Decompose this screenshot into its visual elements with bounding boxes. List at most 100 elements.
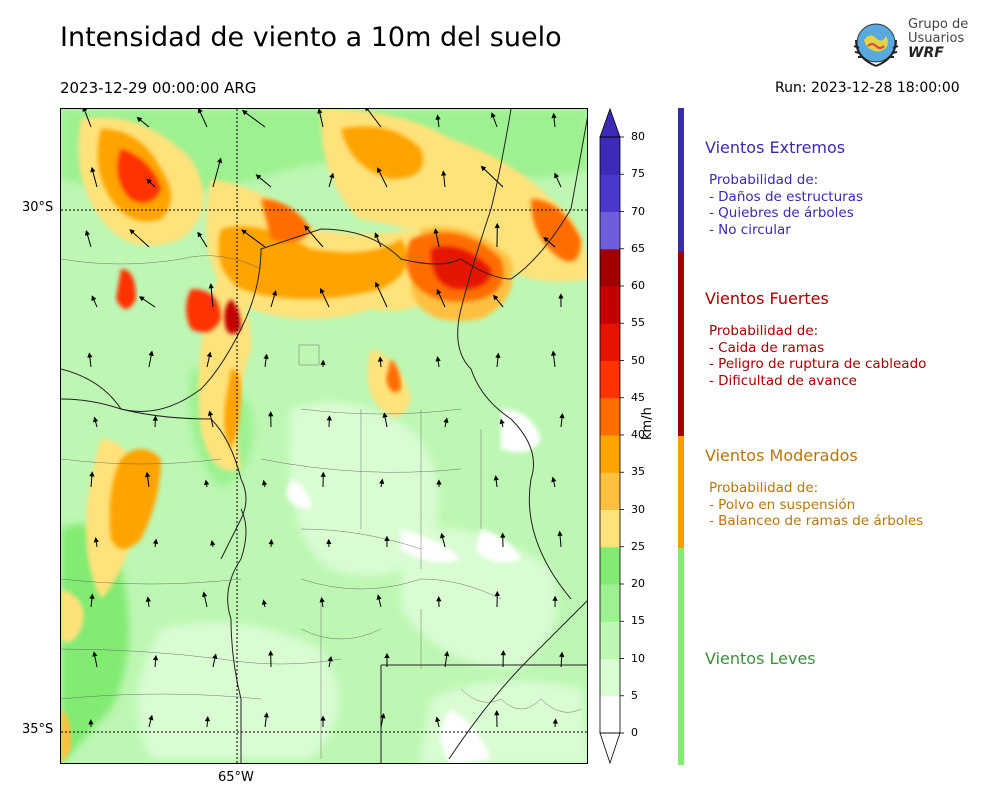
wind-vector-head bbox=[552, 718, 558, 724]
wind-vector-head bbox=[380, 712, 386, 719]
colorbar-tick-label: 50 bbox=[631, 353, 645, 367]
desc-line: Probabilidad de: bbox=[709, 480, 819, 496]
wind-vector-head bbox=[212, 653, 218, 660]
wind-vector-head bbox=[500, 532, 506, 538]
colorbar-tick-label: 70 bbox=[631, 204, 645, 218]
wind-vector-head bbox=[93, 416, 99, 423]
wind-vector-head bbox=[435, 114, 441, 120]
colorbar-tick-label: 30 bbox=[631, 502, 645, 516]
desc-line: - Balanceo de ramas de árboles bbox=[709, 513, 924, 529]
wind-vector-head bbox=[382, 412, 388, 418]
wind-vector-head bbox=[557, 530, 563, 537]
wind-vector-head bbox=[384, 652, 390, 659]
desc-line: - Peligro de ruptura de cableado bbox=[709, 356, 927, 372]
wind-vector-head bbox=[444, 650, 450, 657]
wind-vector-arrow bbox=[212, 158, 222, 188]
wind-vector-head bbox=[375, 281, 380, 288]
wind-vector-head bbox=[377, 356, 384, 362]
wind-vector-head bbox=[136, 116, 143, 123]
wind-vector-head bbox=[144, 471, 151, 478]
colorbar-bin bbox=[600, 397, 620, 436]
wind-vector-head bbox=[552, 595, 558, 601]
logo-text: Grupo de Usuarios WRF bbox=[908, 18, 968, 61]
colorbar-bin bbox=[600, 360, 620, 399]
wind-vector-head bbox=[202, 591, 208, 598]
colorbar-tick-label: 35 bbox=[631, 465, 645, 479]
desc-line: Probabilidad de: bbox=[709, 323, 819, 339]
lon-label-65w: 65°W bbox=[218, 770, 254, 785]
desc-line: - Polvo en suspensión bbox=[709, 496, 856, 513]
wind-vector-head bbox=[551, 112, 557, 119]
wind-vector-head bbox=[320, 471, 326, 477]
wind-vector-head bbox=[261, 599, 268, 606]
wind-vector-head bbox=[84, 229, 91, 236]
wind-vector-arrow bbox=[366, 109, 382, 128]
colorbar-tick-label: 5 bbox=[631, 688, 638, 702]
wind-vector-head bbox=[152, 415, 158, 421]
wind-vector-head bbox=[268, 650, 274, 656]
colorbar-tick-label: 65 bbox=[631, 241, 645, 255]
colorbar-units: km/h bbox=[640, 407, 655, 440]
category-desc-moderados: Probabilidad de: - Polvo en suspensión -… bbox=[709, 480, 923, 530]
wind-vector-head bbox=[436, 479, 442, 485]
map-title: Intensidad de viento a 10m del suelo bbox=[60, 22, 562, 53]
boundaries bbox=[61, 109, 587, 763]
wind-vector-head bbox=[440, 532, 446, 539]
logo-line-1: Grupo de bbox=[908, 17, 969, 32]
colorbar-tick-label: 15 bbox=[631, 614, 645, 628]
lat-label-30s: 30°S bbox=[22, 200, 54, 215]
wind-vector-head bbox=[89, 593, 95, 600]
desc-line: - No circular bbox=[709, 221, 791, 238]
wind-vector-arrow bbox=[242, 110, 266, 128]
category-title-moderados: Vientos Moderados bbox=[705, 446, 858, 465]
wind-vector-head bbox=[559, 413, 565, 419]
colorbar-bin bbox=[600, 286, 620, 324]
wind-vector-head bbox=[204, 716, 211, 722]
wind-vector-head bbox=[376, 594, 382, 600]
wind-vector-head bbox=[320, 715, 326, 721]
wind-vector-head bbox=[268, 539, 274, 545]
wind-speed-map bbox=[60, 108, 588, 764]
wind-vector-head bbox=[146, 178, 152, 185]
wind-vector-head bbox=[152, 538, 159, 545]
wind-vector-head bbox=[197, 109, 203, 114]
colorbar-bin bbox=[600, 584, 620, 622]
wind-vector-head bbox=[558, 293, 564, 299]
wind-vector-head bbox=[379, 478, 385, 485]
wind-vector-head bbox=[490, 112, 496, 118]
wind-vector-head bbox=[435, 716, 441, 723]
wind-vector-head bbox=[326, 415, 332, 421]
wind-vector-head bbox=[500, 650, 506, 656]
legend-bar-fuertes bbox=[678, 252, 684, 436]
wind-vector-head bbox=[268, 411, 274, 417]
wind-vectors bbox=[82, 109, 565, 728]
wind-vector-head bbox=[436, 288, 442, 295]
wind-vector-arrow bbox=[129, 229, 150, 248]
wind-vector-head bbox=[261, 479, 268, 486]
wind-vector-head bbox=[90, 166, 96, 173]
wind-contours bbox=[61, 109, 587, 763]
wind-vector-arrow bbox=[481, 166, 504, 188]
wind-vector-arrow bbox=[304, 225, 324, 248]
sub-boundaries bbox=[61, 255, 582, 759]
wind-vector-head bbox=[217, 157, 223, 164]
wind-vector-head bbox=[433, 228, 439, 234]
colorbar-bin bbox=[600, 509, 620, 548]
colorbar-bin bbox=[600, 174, 620, 212]
wrf-users-logo: Grupo de Usuarios WRF bbox=[848, 16, 978, 74]
wind-vector-head bbox=[435, 356, 441, 362]
colorbar-extend-min bbox=[599, 732, 621, 765]
wind-vector-arrow bbox=[241, 229, 266, 248]
colorbar-tick-label: 10 bbox=[631, 651, 645, 665]
wind-vector-head bbox=[494, 709, 500, 716]
category-title-fuertes: Vientos Fuertes bbox=[705, 289, 829, 308]
category-desc-fuertes: Probabilidad de: - Caida de ramas - Peli… bbox=[709, 323, 926, 389]
wind-vector-head bbox=[93, 537, 99, 543]
wind-vector-head bbox=[365, 109, 370, 112]
colorbar-tick-label: 60 bbox=[631, 279, 645, 292]
wind-vector-head bbox=[319, 596, 325, 603]
colorbar-bin bbox=[600, 435, 620, 473]
colorbar-bin bbox=[600, 137, 620, 175]
wind-vector-head bbox=[543, 236, 549, 243]
wind-vector-head bbox=[329, 172, 335, 179]
